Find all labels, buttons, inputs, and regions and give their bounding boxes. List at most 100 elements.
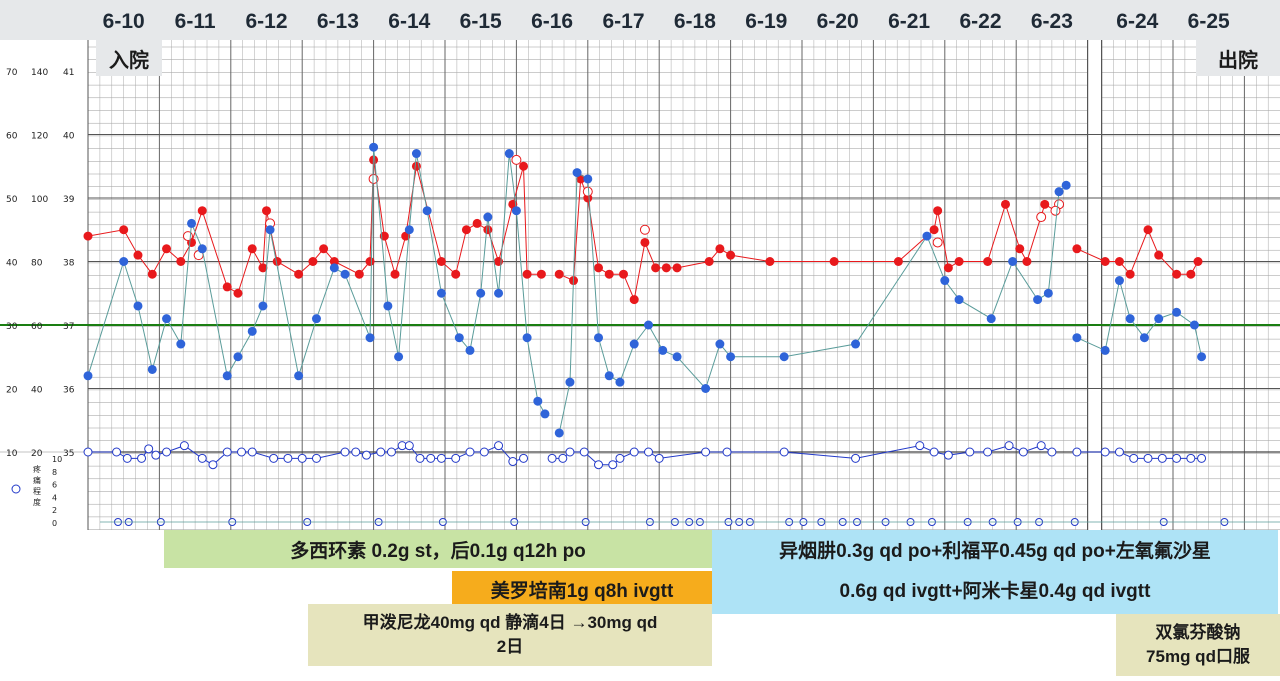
pulse-point [494, 288, 504, 298]
respiration-point [779, 447, 789, 457]
pulse-point [1043, 288, 1053, 298]
pulse-point [1054, 187, 1064, 197]
date-label: 6-20 [817, 10, 859, 33]
temperature-point [272, 257, 282, 266]
temperature-point [1022, 257, 1032, 266]
temperature-retake-point [932, 237, 943, 248]
pulse-point [258, 301, 268, 311]
respiration-point [983, 447, 993, 457]
temperature-point [661, 263, 671, 273]
temperature-point [1193, 257, 1203, 266]
tick-pulse: 60 [31, 322, 43, 332]
pain-tick: 2 [52, 506, 57, 515]
pulse-point [411, 149, 421, 159]
pulse-point [404, 225, 414, 235]
temperature-point [1100, 257, 1110, 266]
pulse-point [83, 371, 93, 381]
pulse-point [1061, 180, 1071, 190]
pulse-point [1189, 320, 1199, 330]
temperature-point [672, 263, 682, 273]
temperature-point [222, 282, 232, 292]
pulse-point [147, 364, 157, 374]
temperature-point [390, 269, 400, 279]
pulse-point [340, 269, 350, 279]
pulse-point [436, 288, 446, 298]
pulse-point [265, 225, 275, 235]
respiration-point [1036, 441, 1046, 451]
temperature-point [829, 257, 839, 266]
temperature-point [461, 225, 471, 235]
temperature-point [319, 244, 329, 254]
tick-respiration: 30 [6, 322, 18, 332]
respiration-point [558, 453, 568, 463]
date-label: 6-12 [245, 10, 287, 33]
respiration-point [83, 447, 93, 457]
respiration-point [701, 447, 711, 457]
tick-respiration: 40 [6, 259, 18, 269]
pulse-point [851, 339, 861, 349]
medication-doxycycline: 多西环素 0.2g st，后0.1g q12h po [164, 530, 712, 568]
respiration-point [386, 447, 396, 457]
date-label: 6-22 [959, 10, 1001, 33]
pulse-point [162, 314, 172, 324]
pulse-point [294, 371, 304, 381]
respiration-point [479, 447, 489, 457]
temperature-point [472, 218, 482, 228]
pulse-point [615, 377, 625, 387]
pulse-point [1139, 333, 1149, 343]
pulse-point [504, 149, 514, 159]
temperature-point [704, 257, 714, 266]
temperature-line [558, 178, 1056, 302]
temperature-point [1072, 244, 1082, 254]
temperature-point [629, 295, 639, 305]
pulse-point [1197, 352, 1207, 362]
temperature-retake-point [639, 224, 650, 235]
pulse-point [1100, 345, 1110, 355]
respiration-point [436, 453, 446, 463]
respiration-point [722, 447, 732, 457]
pain-label-char: 痛 [33, 475, 41, 485]
respiration-point [376, 447, 386, 457]
temperature-point [519, 161, 529, 171]
temperature-point [1186, 269, 1196, 279]
respiration-point [654, 453, 664, 463]
date-label: 6-15 [460, 10, 502, 33]
date-header-bar [0, 0, 1280, 40]
medication-meropenem: 美罗培南1g q8h ivgtt [452, 571, 712, 607]
tick-respiration: 10 [6, 449, 18, 459]
plot-area [88, 40, 1280, 530]
pulse-point [1172, 307, 1182, 317]
pulse-point [604, 371, 614, 381]
pulse-point [658, 345, 668, 355]
temperature-retake-point [511, 154, 522, 165]
tick-pulse: 120 [31, 132, 48, 142]
respiration-point [426, 453, 436, 463]
pulse-point [133, 301, 143, 311]
temperature-point [258, 263, 268, 273]
temperature-point [451, 269, 461, 279]
pulse-point [583, 174, 593, 184]
pain-tick: 0 [52, 519, 57, 528]
pulse-point [922, 231, 932, 241]
tick-temperature: 40 [63, 132, 75, 142]
pulse-point [629, 339, 639, 349]
temperature-point [1000, 199, 1010, 209]
respiration-point [137, 453, 147, 463]
date-label: 6-14 [388, 10, 430, 33]
pulse-point [1114, 276, 1124, 286]
date-header: 6-10 6-11 6-12 6-13 6-14 6-15 6-16 6-17 6-18 6-19… [0, 0, 1280, 40]
medication-methylprednisolone: 甲泼尼龙40mg qd 静滴4日 →30mg qd 2日 [308, 604, 712, 666]
respiration-point [208, 460, 218, 470]
pain-tick: 8 [52, 468, 57, 477]
chart-series [83, 142, 1280, 526]
temperature-point [294, 269, 304, 279]
pulse-point [329, 263, 339, 273]
pulse-point [643, 320, 653, 330]
temperature-point [983, 257, 993, 266]
discharge-label: 出院 [1196, 40, 1280, 76]
pulse-point [594, 333, 604, 343]
respiration-point [122, 453, 132, 463]
temperature-point [247, 244, 257, 254]
temperature-point [436, 257, 446, 266]
